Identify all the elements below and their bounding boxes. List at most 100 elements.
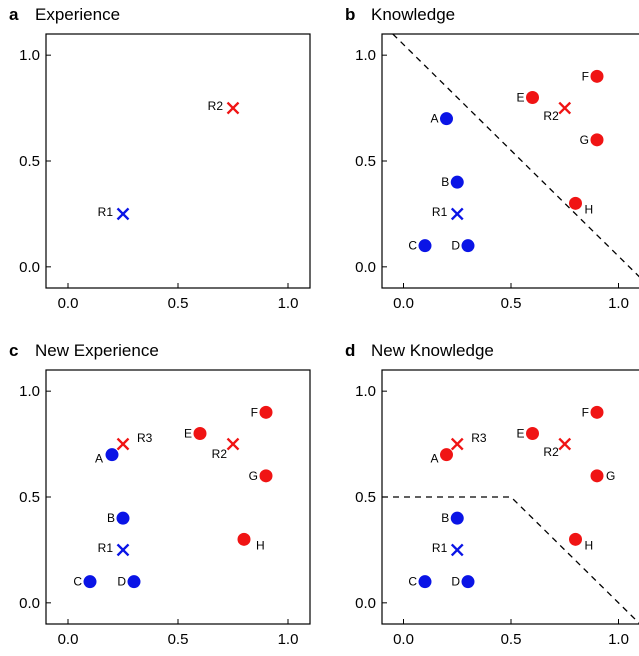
point-label-F: F: [251, 405, 258, 419]
point-label-R2: R2: [212, 447, 228, 461]
x-tick-label: 1.0: [608, 631, 629, 648]
panel-letter: c: [9, 341, 18, 360]
point-label-R3: R3: [137, 431, 153, 445]
point-label-R1: R1: [432, 205, 448, 219]
point-label-R1: R1: [98, 541, 114, 555]
point-label-R1: R1: [432, 541, 448, 555]
point-label-H: H: [256, 538, 265, 552]
cross-R1: [116, 543, 130, 557]
decision-boundary: [382, 496, 639, 624]
point-label-R2: R2: [543, 445, 559, 459]
point-label-F: F: [582, 69, 589, 83]
point-label-E: E: [516, 91, 524, 105]
cross-R3: [116, 437, 130, 451]
point-label-G: G: [606, 469, 615, 483]
point-label-C: C: [408, 239, 417, 253]
x-tick-label: 0.0: [58, 295, 79, 312]
point-F: [590, 69, 604, 83]
point-label-A: A: [430, 112, 438, 126]
panel-title: New Knowledge: [371, 341, 494, 360]
point-label-G: G: [580, 133, 589, 147]
cross-R3: [450, 437, 464, 451]
point-F: [259, 405, 273, 419]
point-label-R2: R2: [208, 99, 224, 113]
point-A: [440, 112, 453, 126]
point-label-F: F: [582, 405, 589, 419]
point-label-R3: R3: [471, 431, 487, 445]
point-C: [83, 575, 97, 589]
point-label-D: D: [451, 575, 460, 589]
panel-letter: b: [345, 5, 355, 24]
x-tick-label: 0.0: [393, 295, 414, 312]
y-tick-label: 0.5: [19, 489, 40, 506]
x-tick-label: 0.5: [168, 295, 189, 312]
x-tick-label: 1.0: [278, 295, 299, 312]
point-E: [526, 91, 539, 104]
point-H: [569, 532, 582, 546]
point-H: [569, 196, 582, 210]
y-tick-label: 1.0: [19, 47, 40, 64]
cross-R2: [558, 437, 572, 451]
panel-title: Experience: [35, 5, 120, 24]
y-tick-label: 0.0: [19, 595, 40, 612]
point-label-E: E: [516, 427, 524, 441]
panel-title: New Experience: [35, 341, 159, 360]
point-label-B: B: [107, 511, 115, 525]
y-tick-label: 1.0: [355, 47, 376, 64]
cross-R2: [558, 101, 572, 115]
point-label-C: C: [73, 575, 82, 589]
point-A: [440, 448, 453, 462]
point-G: [259, 469, 273, 483]
point-label-H: H: [585, 202, 594, 216]
panel-a: a Experience 0.0 0.5 1.0 0.0 0.5 1.0 R1 R2: [9, 5, 311, 312]
plot-frame: [45, 33, 311, 289]
point-D: [461, 239, 475, 253]
point-G: [590, 469, 604, 483]
point-B: [450, 175, 464, 189]
point-B: [116, 511, 130, 525]
panel-letter: d: [345, 341, 355, 360]
point-B: [450, 511, 464, 525]
y-tick-label: 0.5: [355, 489, 376, 506]
point-E: [193, 427, 207, 440]
panel-b: b Knowledge 0.0 0.5 1.0 0.0 0.5 1.0 A B C D R1 E F G H R2: [345, 5, 639, 312]
y-tick-label: 1.0: [355, 383, 376, 400]
x-tick-label: 1.0: [278, 631, 299, 648]
x-tick-label: 0.0: [58, 631, 79, 648]
point-label-B: B: [441, 175, 449, 189]
panel-letter: a: [9, 5, 19, 24]
point-label-H: H: [585, 538, 594, 552]
x-tick-label: 0.5: [501, 631, 522, 648]
point-C: [418, 575, 432, 589]
point-C: [418, 239, 432, 253]
point-D: [127, 575, 141, 589]
y-tick-label: 0.0: [19, 259, 40, 276]
point-E: [526, 427, 539, 440]
point-G: [590, 133, 604, 147]
point-label-C: C: [408, 575, 417, 589]
point-F: [590, 405, 604, 419]
cross-R2: [226, 101, 240, 115]
x-tick-label: 0.5: [168, 631, 189, 648]
x-tick-label: 0.0: [393, 631, 414, 648]
point-H: [237, 532, 251, 546]
point-label-G: G: [249, 469, 258, 483]
x-tick-label: 1.0: [608, 295, 629, 312]
cross-R2: [226, 437, 240, 451]
point-label-D: D: [117, 575, 126, 589]
panel-d: d New Knowledge 0.0 0.5 1.0 0.0 0.5 1.0 A B C D R1 E F…: [345, 341, 639, 648]
cross-R1: [450, 543, 464, 557]
point-label-A: A: [95, 452, 103, 466]
point-label-E: E: [184, 427, 192, 441]
y-tick-label: 0.0: [355, 259, 376, 276]
cross-R1: [450, 207, 464, 221]
panel-title: Knowledge: [371, 5, 455, 24]
y-tick-label: 0.5: [19, 153, 40, 170]
panel-c: c New Experience 0.0 0.5 1.0 0.0 0.5 1.0 A B C D R1 E…: [9, 341, 311, 648]
point-D: [461, 575, 475, 589]
x-tick-label: 0.5: [501, 295, 522, 312]
point-label-D: D: [451, 239, 460, 253]
cross-R1: [116, 207, 130, 221]
y-tick-label: 0.5: [355, 153, 376, 170]
